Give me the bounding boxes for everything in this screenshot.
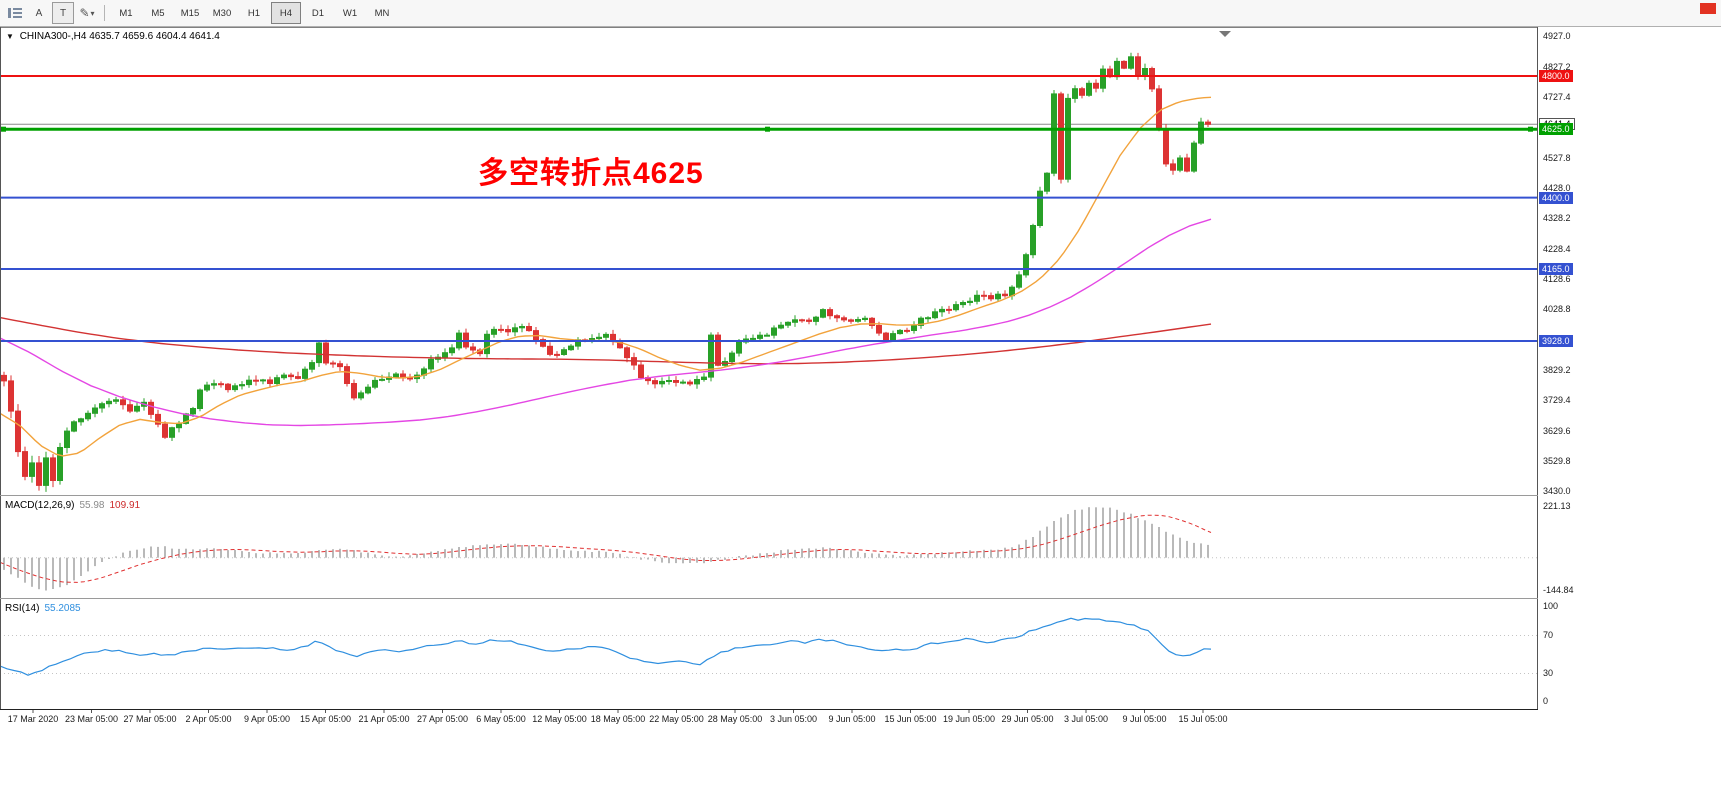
- rsi-scale-label: 100: [1543, 601, 1559, 611]
- price-scale-label: 4927.0: [1543, 31, 1571, 42]
- price-scale-label: 3829.2: [1543, 365, 1571, 375]
- price-tag-4625: 4625.0: [1539, 123, 1573, 136]
- rsi-value: 55.2085: [44, 603, 81, 614]
- macd-label: MACD(12,26,9) 55.98 109.91: [5, 500, 140, 511]
- chevron-down-icon: ▾: [90, 8, 95, 18]
- time-axis-label: 9 Jul 05:00: [1122, 714, 1167, 724]
- macd-signal-value: 109.91: [109, 500, 141, 511]
- rsi-scale-label: 0: [1543, 696, 1549, 706]
- rsi-name: RSI(14): [5, 603, 40, 614]
- toolbar-separator: [104, 5, 105, 21]
- time-axis-label: 15 Jun 05:00: [884, 714, 937, 724]
- timeframe-h4-button[interactable]: H4: [271, 2, 301, 24]
- price-scale-label: 4827.2: [1543, 61, 1571, 72]
- price-scale-label: 3430.0: [1543, 486, 1571, 497]
- price-scale-label: 3529.8: [1543, 456, 1571, 466]
- ma-mid-magenta: [0, 218, 1212, 427]
- time-axis-label: 3 Jun 05:00: [769, 714, 818, 724]
- rsi-line: [0, 617, 1212, 676]
- toolbar: A T ✎ ▾ M1 M5 M15 M30 H1 H4 D1 W1 MN: [0, 0, 1721, 27]
- macd-name: MACD(12,26,9): [5, 500, 75, 511]
- time-axis-label: 3 Jul 05:00: [1063, 714, 1109, 724]
- price-tag-3928: 3928.0: [1539, 335, 1573, 347]
- price-scale-label: 4428.0: [1543, 183, 1571, 194]
- timeframe-m30-button[interactable]: M30: [212, 7, 232, 19]
- rsi-scale-label: 70: [1543, 629, 1554, 640]
- price-scale-label: 4128.6: [1543, 274, 1571, 284]
- price-tag-4400: 4400.0: [1539, 191, 1573, 204]
- hline-handle[interactable]: [1, 126, 6, 132]
- price-scale-label: 3729.4: [1543, 395, 1571, 406]
- time-axis-label: 22 May 05:00: [649, 714, 704, 724]
- time-axis-label: 6 May 05:00: [476, 714, 526, 724]
- rsi-label: RSI(14) 55.2085: [5, 603, 81, 614]
- hline-handle[interactable]: [765, 126, 770, 132]
- symbol-period-label: CHINA300-,H4: [19, 31, 87, 42]
- timeframe-m5-button[interactable]: M5: [151, 7, 165, 19]
- timeframe-d1-button[interactable]: D1: [311, 7, 325, 19]
- pencil-icon: ✎: [79, 6, 90, 20]
- time-axis-label: 27 Apr 05:00: [416, 714, 469, 724]
- time-axis-label: 29 Jun 05:00: [1001, 714, 1054, 724]
- time-axis-label: 15 Jul 05:00: [1178, 714, 1228, 724]
- text-tool-button[interactable]: T: [52, 2, 74, 24]
- close-chart-button[interactable]: [1700, 3, 1716, 14]
- time-axis-label: 12 May 05:00: [532, 714, 587, 724]
- macd-histogram: [3, 507, 1209, 591]
- chart-lines-icon: [8, 8, 22, 18]
- hline-handle[interactable]: [1528, 126, 1533, 132]
- time-axis-label: 17 Mar 2020: [7, 714, 59, 724]
- chart-canvas[interactable]: [0, 27, 1538, 792]
- price-scale-label: 4727.4: [1543, 92, 1571, 103]
- price-scale-label: 4328.2: [1543, 213, 1571, 224]
- one-click-trading-icon[interactable]: ▼: [6, 32, 14, 41]
- price-scale-label: 3629.6: [1543, 425, 1571, 436]
- rsi-scale-label: 30: [1543, 667, 1554, 678]
- macd-signal-line: [0, 514, 1212, 583]
- price-scale-label: 4028.8: [1543, 304, 1571, 315]
- chart-area: 4927.04827.24727.44627.64527.84428.04328…: [0, 27, 1721, 792]
- label-tool-button[interactable]: A: [35, 7, 43, 19]
- time-axis-label: 27 Mar 05:00: [123, 714, 177, 724]
- time-axis-label: 9 Jun 05:00: [828, 714, 876, 724]
- time-axis-label: 18 May 05:00: [590, 714, 646, 724]
- macd-scale-label: 221.13: [1543, 501, 1571, 511]
- ma-slow-red: [0, 316, 1212, 365]
- ohlc-values: 4635.7 4659.6 4604.4 4641.4: [89, 31, 220, 42]
- price-scale-label: 4228.4: [1543, 243, 1571, 254]
- price-tag-4165: 4165.0: [1539, 263, 1573, 275]
- time-axis-label: 23 Mar 05:00: [64, 714, 119, 724]
- timeframe-m1-button[interactable]: M1: [119, 7, 133, 19]
- chart-window-button[interactable]: [4, 2, 26, 24]
- timeframe-m15-button[interactable]: M15: [180, 7, 200, 19]
- time-axis-label: 21 Apr 05:00: [358, 714, 410, 724]
- symbol-info: ▼ CHINA300-,H4 4635.7 4659.6 4604.4 4641…: [6, 31, 220, 42]
- timeframe-mn-button[interactable]: MN: [374, 7, 390, 19]
- candles[interactable]: [1, 52, 1211, 492]
- chart-shift-marker[interactable]: [1219, 31, 1231, 37]
- time-axis-label: 28 May 05:00: [707, 714, 763, 724]
- time-axis-ticks: [32, 710, 1204, 713]
- timeframe-w1-button[interactable]: W1: [342, 7, 358, 19]
- macd-value: 55.98: [79, 500, 105, 511]
- time-axis-label: 15 Apr 05:00: [299, 714, 352, 724]
- time-axis-label: 2 Apr 05:00: [185, 714, 232, 724]
- time-axis-label: 19 Jun 05:00: [942, 714, 996, 724]
- macd-scale-label: -144.84: [1543, 585, 1574, 595]
- draw-tool-button[interactable]: ✎ ▾: [76, 2, 98, 24]
- price-tag-4800: 4800.0: [1539, 70, 1573, 82]
- timeframe-h1-button[interactable]: H1: [247, 7, 261, 19]
- annotation-text[interactable]: 多空转折点4625: [478, 157, 704, 190]
- price-scale-label: 4527.8: [1543, 152, 1571, 163]
- price-scale[interactable]: 4927.04827.24727.44627.64527.84428.04328…: [1538, 27, 1721, 792]
- time-axis-label: 9 Apr 05:00: [243, 714, 291, 724]
